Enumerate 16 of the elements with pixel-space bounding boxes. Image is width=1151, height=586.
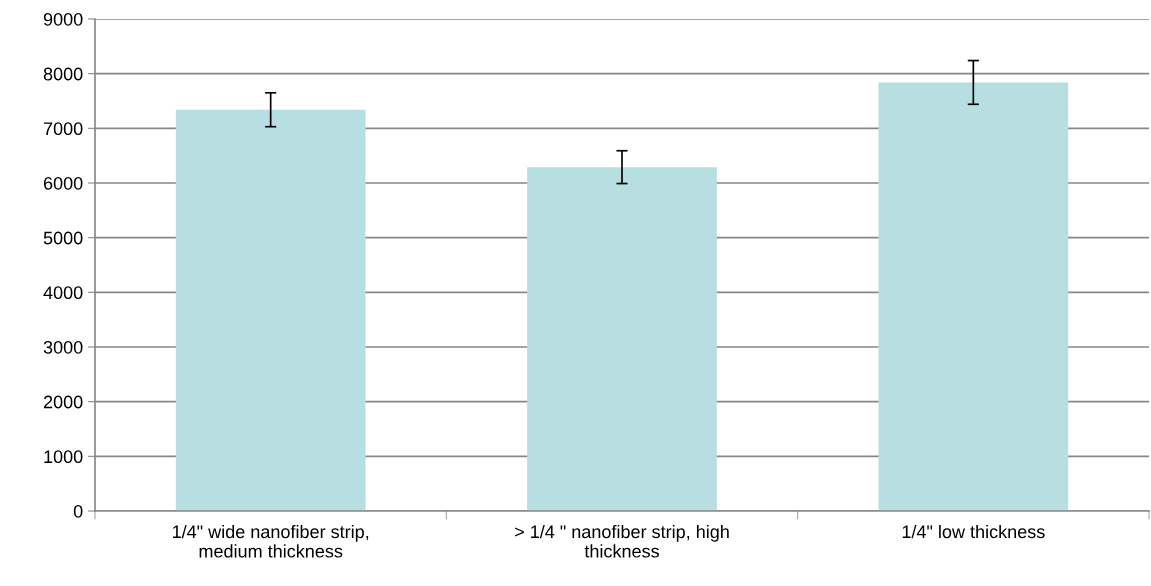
y-tick-label: 7000: [43, 122, 83, 136]
bar: [175, 109, 366, 511]
x-tick-label: > 1/4 " nanofiber strip, high thickness: [515, 524, 729, 558]
y-tick-label: 9000: [43, 12, 83, 26]
y-tick-label: 6000: [43, 176, 83, 190]
y-tick-label: 8000: [43, 67, 83, 81]
bar: [527, 167, 717, 511]
y-tick-label: 4000: [43, 286, 83, 300]
bar: [878, 82, 1069, 511]
y-tick-label: 2000: [43, 395, 83, 409]
y-tick-label: 1000: [44, 450, 83, 464]
y-tick-label: 3000: [43, 340, 83, 354]
x-tick-label: 1/4" low thickness: [902, 524, 1045, 539]
x-tick-label: 1/4" wide nanofiber strip, medium thickness: [173, 524, 369, 558]
y-tick-label: 0: [73, 504, 83, 518]
y-tick-label: 5000: [43, 231, 83, 245]
